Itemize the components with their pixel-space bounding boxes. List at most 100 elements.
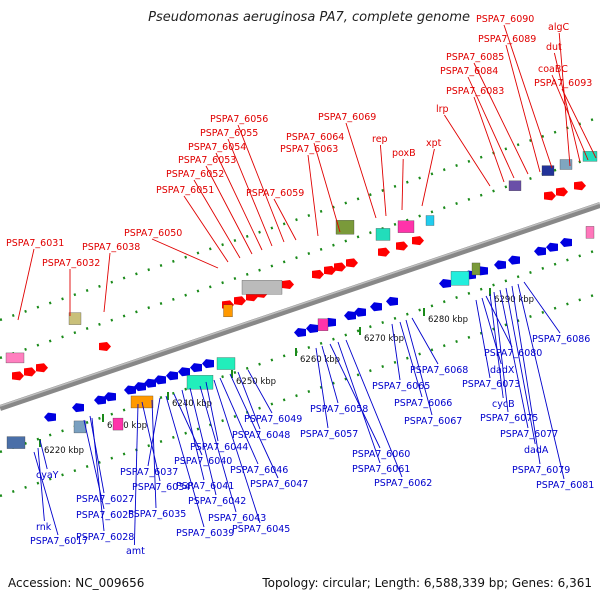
- forward-gene-label: PSPA7_6090: [476, 14, 534, 25]
- forward-leader-line: [561, 88, 597, 159]
- accession-text: Accession: NC_009656: [8, 576, 145, 590]
- forward-gene-label: PSPA7_6054: [188, 142, 246, 153]
- forward-gene-label: PSPA7_6038: [82, 242, 140, 253]
- forward-leader-line: [193, 179, 241, 259]
- forward-gene-label: PSPA7_6051: [156, 185, 214, 196]
- reverse-leader-line: [391, 323, 401, 381]
- forward-gene-label: xpt: [426, 138, 442, 149]
- forward-gene-label: PSPA7_6069: [318, 112, 376, 123]
- forward-leader-line: [467, 76, 515, 179]
- forward-gene-label: PSPA7_6085: [446, 52, 504, 63]
- reverse-gene-arrow: [154, 375, 166, 385]
- reverse-gene-arrow: [44, 412, 56, 422]
- forward-gene-label: PSPA7_6031: [6, 238, 64, 249]
- reverse-leader-line: [219, 377, 259, 465]
- reverse-gene-label: PSPA7_6058: [310, 404, 368, 415]
- gene-feature-box: [68, 312, 82, 325]
- forward-gene-label: PSPA7_6089: [478, 34, 536, 45]
- forward-gene-arrow: [36, 363, 48, 373]
- reverse-leader-line: [321, 345, 339, 404]
- reverse-gene-label: amt: [126, 546, 145, 557]
- reverse-gene-label: cyaY: [36, 470, 59, 481]
- gene-feature-box: [216, 357, 236, 370]
- forward-gene-arrow: [346, 258, 358, 268]
- reverse-leader-line: [181, 389, 205, 481]
- reverse-leader-line: [485, 295, 513, 348]
- reverse-gene-arrow: [294, 328, 306, 337]
- reverse-gene-arrow: [202, 359, 214, 369]
- reverse-leader-line: [189, 387, 217, 496]
- forward-gene-label: PSPA7_6059: [246, 188, 304, 199]
- forward-gene-label: coaBC: [538, 64, 568, 75]
- reverse-leader-line: [493, 291, 509, 413]
- reverse-gene-arrow: [354, 307, 366, 317]
- reverse-gene-arrow: [370, 302, 382, 312]
- reverse-gene-label: PSPA7_6046: [230, 465, 288, 476]
- reverse-gene-label: PSPA7_6044: [190, 442, 248, 453]
- reverse-gene-label: PSPA7_6047: [250, 479, 308, 490]
- reverse-gene-label: cycB: [492, 399, 515, 410]
- reverse-leader-line: [213, 379, 261, 524]
- reverse-leader-line: [133, 403, 139, 546]
- reverse-gene-arrow: [494, 260, 506, 270]
- reverse-leader-line: [405, 319, 433, 416]
- forward-leader-line: [553, 52, 581, 163]
- reverse-gene-label: PSPA7_6067: [404, 416, 462, 427]
- tick-guide-row: [0, 247, 600, 454]
- reverse-leader-line: [91, 417, 105, 532]
- gene-feature-box: [471, 262, 481, 276]
- forward-gene-arrow: [99, 341, 111, 351]
- gene-feature-box: [112, 417, 124, 431]
- gene-feature-box: [585, 226, 595, 239]
- reverse-leader-line: [237, 371, 261, 430]
- reverse-gene-label: PSPA7_6066: [394, 398, 452, 409]
- reverse-gene-arrow: [344, 311, 356, 321]
- forward-gene-label: dut: [546, 42, 562, 53]
- reverse-gene-arrow: [144, 378, 156, 388]
- scale-label: 6220 kbp: [44, 446, 84, 456]
- reverse-gene-arrow: [534, 246, 546, 256]
- reverse-gene-arrow: [546, 242, 558, 252]
- forward-leader-line: [551, 74, 589, 161]
- forward-leader-line: [307, 154, 319, 237]
- reverse-leader-line: [173, 393, 203, 456]
- reverse-leader-line: [165, 395, 205, 528]
- forward-leader-line: [313, 142, 341, 233]
- forward-gene-arrow: [574, 181, 586, 191]
- gene-feature-box: [508, 180, 522, 191]
- reverse-leader-line: [199, 385, 237, 513]
- reverse-gene-arrow: [104, 392, 116, 402]
- reverse-leader-line: [33, 451, 59, 536]
- reverse-gene-label: PSPA7_6081: [536, 480, 594, 491]
- reverse-leader-line: [475, 299, 491, 379]
- scale-label: 6270 kbp: [364, 334, 404, 344]
- forward-leader-line: [421, 148, 435, 207]
- forward-gene-label: rep: [372, 134, 388, 145]
- forward-gene-label: PSPA7_6053: [178, 155, 236, 166]
- reverse-leader-line: [481, 297, 502, 365]
- reverse-gene-label: PSPA7_6040: [174, 456, 232, 467]
- forward-gene-arrow: [312, 269, 324, 279]
- reverse-gene-label: PSPA7_6061: [352, 464, 410, 475]
- reverse-gene-label: PSPA7_6028: [76, 532, 134, 543]
- gene-feature-box: [223, 304, 233, 318]
- genome-summary-text: Topology: circular; Length: 6,588,339 bp…: [262, 576, 592, 590]
- forward-leader-line: [558, 32, 571, 167]
- reverse-gene-label: PSPA7_6045: [232, 524, 290, 535]
- reverse-gene-arrow: [178, 367, 190, 377]
- forward-leader-line: [503, 24, 553, 169]
- reverse-leader-line: [205, 381, 219, 442]
- forward-gene-label: PSPA7_6084: [440, 66, 498, 77]
- reverse-gene-arrow: [439, 278, 451, 288]
- genome-backbone: [0, 202, 600, 411]
- forward-leader-line: [151, 238, 219, 269]
- reverse-leader-line: [511, 285, 541, 465]
- reverse-gene-label: dadA: [524, 445, 549, 456]
- reverse-leader-line: [399, 321, 423, 398]
- reverse-gene-arrow: [124, 385, 136, 395]
- forward-gene-label: PSPA7_6050: [124, 228, 182, 239]
- reverse-gene-label: PSPA7_6060: [352, 449, 410, 460]
- reverse-gene-label: PSPA7_6077: [500, 429, 558, 440]
- reverse-leader-line: [247, 369, 273, 414]
